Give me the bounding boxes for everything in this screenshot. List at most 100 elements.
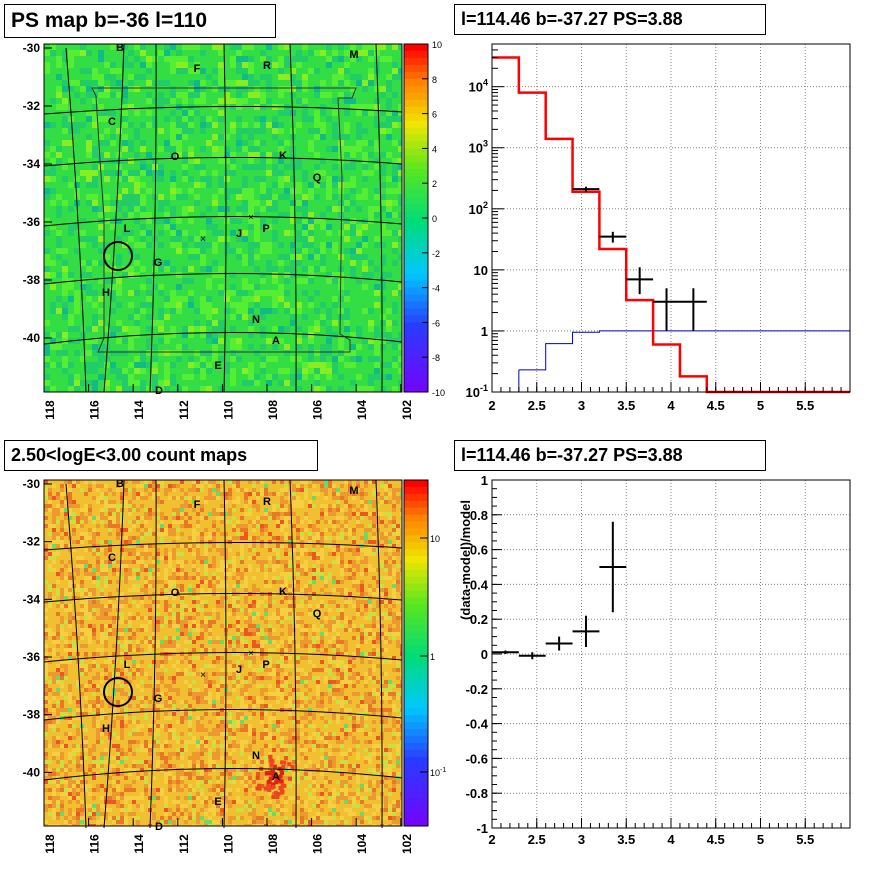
- map-pixel: [116, 512, 120, 516]
- map-pixel: [244, 500, 248, 504]
- map-pixel: [264, 636, 268, 640]
- map-pixel: [244, 692, 248, 696]
- map-pixel: [264, 516, 268, 520]
- map-pixel: [336, 652, 340, 656]
- map-pixel: [120, 660, 124, 664]
- map-pixel: [80, 612, 84, 616]
- map-pixel: [164, 704, 168, 708]
- map-pixel: [292, 640, 296, 644]
- map-pixel: [350, 266, 356, 272]
- map-pixel: [56, 344, 62, 350]
- map-pixel: [60, 624, 64, 628]
- map-pixel: [268, 648, 272, 652]
- map-pixel: [74, 248, 80, 254]
- y-tick-label: -36: [23, 215, 41, 229]
- map-pixel: [300, 644, 304, 648]
- map-pixel: [280, 500, 284, 504]
- map-pixel: [196, 496, 200, 500]
- map-pixel: [128, 548, 132, 552]
- map-pixel: [344, 504, 348, 508]
- map-pixel: [158, 308, 164, 314]
- map-pixel: [98, 260, 104, 266]
- map-pixel: [396, 600, 400, 604]
- map-pixel: [144, 592, 148, 596]
- map-pixel: [88, 488, 92, 492]
- map-pixel: [348, 512, 352, 516]
- map-pixel: [340, 568, 344, 572]
- map-pixel: [362, 164, 368, 170]
- map-pixel: [264, 668, 268, 672]
- map-pixel: [44, 356, 50, 362]
- map-pixel: [272, 580, 276, 584]
- map-pixel: [244, 528, 248, 532]
- map-pixel: [372, 536, 376, 540]
- map-pixel: [108, 560, 112, 564]
- map-pixel: [248, 564, 252, 568]
- map-pixel: [110, 74, 116, 80]
- map-pixel: [272, 278, 278, 284]
- map-pixel: [96, 652, 100, 656]
- map-pixel: [332, 146, 338, 152]
- map-pixel: [300, 632, 304, 636]
- map-pixel: [296, 206, 302, 212]
- map-pixel: [332, 692, 336, 696]
- map-pixel: [128, 588, 132, 592]
- map-pixel: [248, 624, 252, 628]
- map-pixel: [260, 652, 264, 656]
- map-pixel: [398, 212, 402, 218]
- map-pixel: [68, 296, 74, 302]
- map-pixel: [64, 492, 68, 496]
- map-pixel: [230, 98, 236, 104]
- map-pixel: [280, 688, 284, 692]
- map-pixel: [328, 520, 332, 524]
- map-pixel: [200, 540, 204, 544]
- map-pixel: [56, 158, 62, 164]
- map-pixel: [92, 206, 98, 212]
- map-pixel: [180, 504, 184, 508]
- map-pixel: [296, 302, 302, 308]
- map-pixel: [326, 44, 332, 50]
- map-pixel: [252, 700, 256, 704]
- map-pixel: [372, 708, 376, 712]
- map-pixel: [212, 576, 216, 580]
- map-pixel: [320, 700, 324, 704]
- map-pixel: [276, 492, 280, 496]
- map-pixel: [260, 524, 264, 528]
- map-pixel: [156, 524, 160, 528]
- map-pixel: [324, 708, 328, 712]
- map-pixel: [50, 344, 56, 350]
- map-pixel: [48, 600, 52, 604]
- map-pixel: [160, 592, 164, 596]
- map-pixel: [244, 724, 248, 728]
- map-pixel: [206, 242, 212, 248]
- map-pixel: [44, 480, 48, 484]
- map-pixel: [314, 116, 320, 122]
- map-pixel: [244, 488, 248, 492]
- map-pixel: [284, 524, 288, 528]
- map-pixel: [384, 728, 388, 732]
- map-pixel: [88, 572, 92, 576]
- map-pixel: [260, 640, 264, 644]
- map-pixel: [338, 134, 344, 140]
- map-pixel: [164, 116, 170, 122]
- map-pixel: [164, 640, 168, 644]
- map-pixel: [220, 712, 224, 716]
- map-pixel: [192, 536, 196, 540]
- map-pixel: [100, 568, 104, 572]
- map-pixel: [204, 556, 208, 560]
- map-pixel: [60, 504, 64, 508]
- map-pixel: [386, 176, 392, 182]
- map-pixel: [368, 656, 372, 660]
- map-pixel: [92, 636, 96, 640]
- map-pixel: [248, 696, 252, 700]
- map-pixel: [120, 688, 124, 692]
- map-pixel: [360, 632, 364, 636]
- map-pixel: [296, 728, 300, 732]
- map-pixel: [284, 508, 288, 512]
- map-pixel: [364, 684, 368, 688]
- map-pixel: [304, 680, 308, 684]
- map-pixel: [188, 624, 192, 628]
- map-pixel: [156, 672, 160, 676]
- map-pixel: [56, 644, 60, 648]
- map-pixel: [156, 732, 160, 736]
